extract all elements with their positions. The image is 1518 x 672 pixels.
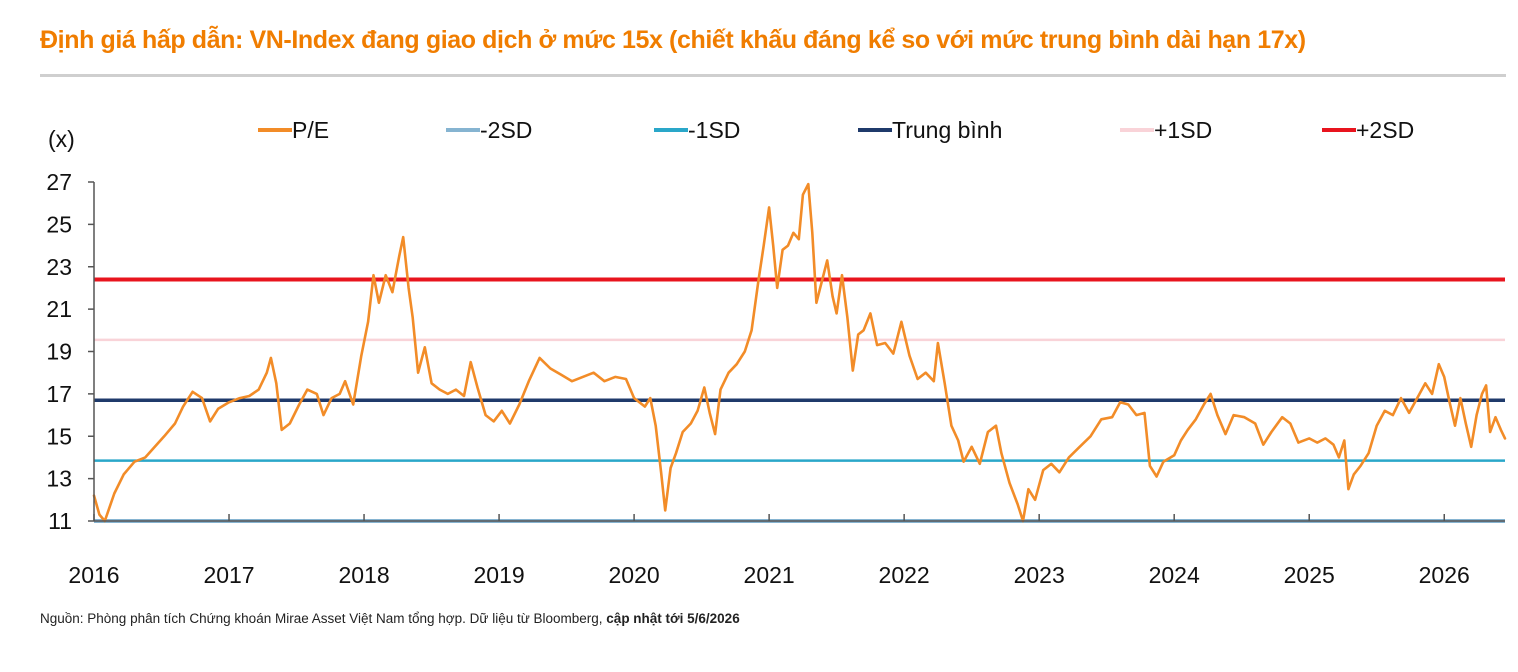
chart-title: Định giá hấp dẫn: VN-Index đang giao dịc… [40, 26, 1306, 54]
x-tick-label: 2020 [609, 562, 660, 588]
chart-legend: P/E -2SD -1SD Trung bình +1SD +2SD [258, 117, 1414, 143]
x-tick-label: 2016 [68, 562, 119, 588]
legend-item-plus-2sd: +2SD [1322, 117, 1414, 143]
pe-chart: 27 25 23 21 19 17 15 13 11 (x) 2016 2017 2018 2019 202… [46, 117, 1507, 588]
legend-item-minus-1sd: -1SD [654, 117, 740, 143]
reference-lines [94, 277, 1505, 523]
chart-axes: 27 25 23 21 19 17 15 13 11 (x) 2016 2017 2018 2019 202… [46, 126, 1505, 588]
legend-item-minus-2sd: -2SD [446, 117, 532, 143]
y-tick-label: 13 [46, 466, 72, 492]
x-tick-label: 2019 [473, 562, 524, 588]
legend-item-average: Trung bình [858, 117, 1002, 143]
source-note: Nguồn: Phòng phân tích Chứng khoán Mirae… [40, 611, 740, 626]
title-divider [40, 74, 1506, 77]
x-tick-label: 2018 [338, 562, 389, 588]
y-tick-label: 19 [46, 339, 72, 365]
x-tick-label: 2023 [1014, 562, 1065, 588]
y-tick-label: 25 [46, 211, 72, 237]
legend-label: +2SD [1356, 117, 1414, 143]
series-line-pe [92, 182, 1507, 523]
x-tick-label: 2026 [1419, 562, 1470, 588]
x-tick-label: 2022 [879, 562, 930, 588]
x-tick-label: 2017 [203, 562, 254, 588]
y-tick-label: 15 [46, 423, 72, 449]
pe-series [92, 182, 1507, 523]
legend-label: +1SD [1154, 117, 1212, 143]
y-tick-label: 17 [46, 381, 72, 407]
y-tick-label: 21 [46, 296, 72, 322]
x-tick-label: 2025 [1284, 562, 1335, 588]
y-axis-label: (x) [48, 126, 75, 152]
legend-label: -1SD [688, 117, 740, 143]
x-tick-label: 2024 [1149, 562, 1200, 588]
legend-item-pe: P/E [258, 117, 329, 143]
y-tick-label: 27 [46, 169, 72, 195]
legend-item-plus-1sd: +1SD [1120, 117, 1212, 143]
source-update-date: cập nhật tới 5/6/2026 [606, 611, 740, 626]
legend-label: -2SD [480, 117, 532, 143]
legend-label: P/E [292, 117, 329, 143]
y-tick-label: 11 [48, 508, 72, 534]
legend-label: Trung bình [892, 117, 1002, 143]
source-text: Nguồn: Phòng phân tích Chứng khoán Mirae… [40, 611, 607, 626]
x-tick-label: 2021 [744, 562, 795, 588]
y-tick-label: 23 [46, 254, 72, 280]
